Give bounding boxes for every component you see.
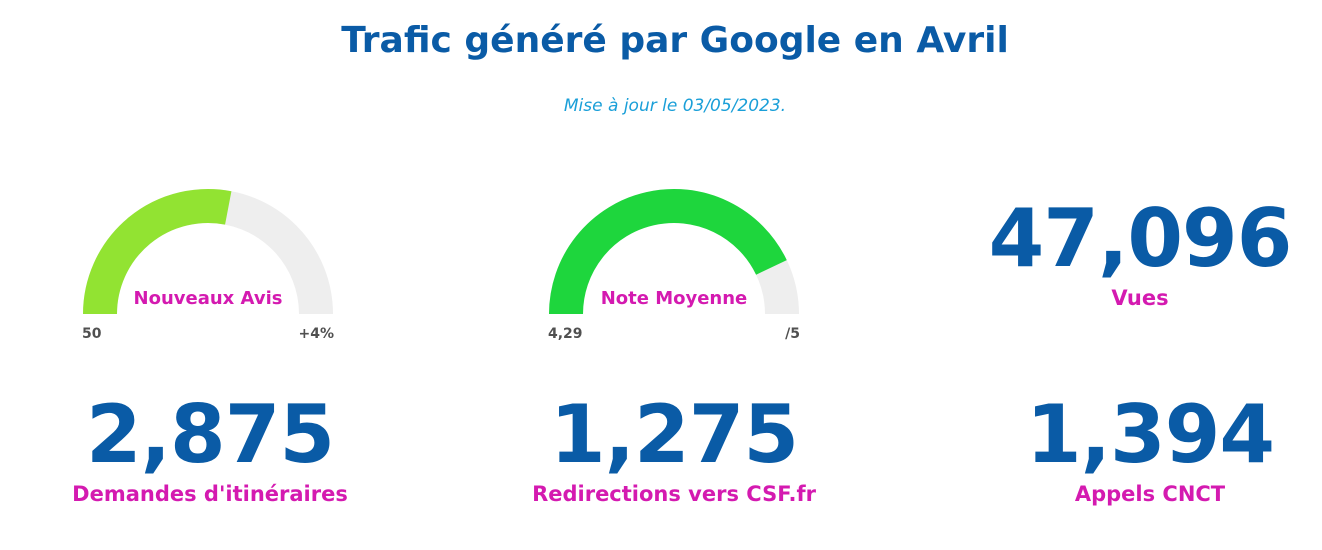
stat-demandes-itineraires: 2,875 Demandes d'itinéraires	[0, 388, 420, 507]
stat-value: 1,275	[549, 388, 799, 481]
gauge-max-label: /5	[785, 326, 800, 342]
gauge-min-label: 4,29	[548, 326, 583, 342]
stat-appels-cnct: 1,394 Appels CNCT	[940, 388, 1322, 507]
stat-label: Redirections vers CSF.fr	[532, 482, 816, 506]
stat-label: Appels CNCT	[1074, 482, 1226, 506]
stat-redirections: 1,275 Redirections vers CSF.fr	[464, 388, 884, 507]
gauge-max-label: +4%	[298, 326, 335, 342]
stat-value: 2,875	[85, 388, 335, 481]
gauge-arc	[83, 189, 333, 315]
stat-value: 1,394	[1025, 388, 1275, 481]
gauge-note-moyenne: Note Moyenne 4,29 /5	[548, 188, 800, 348]
stat-label: Demandes d'itinéraires	[72, 482, 348, 506]
stat-value: 47,096	[988, 192, 1293, 285]
stat-label: Vues	[1111, 286, 1169, 310]
gauge-nouveaux-avis: Nouveaux Avis 50 +4%	[82, 188, 334, 348]
gauge-fill	[83, 189, 232, 315]
gauge-fill	[549, 189, 787, 315]
gauge-label: Note Moyenne	[600, 288, 748, 309]
gauge-label: Nouveaux Avis	[133, 288, 283, 309]
gauge-arc	[549, 189, 799, 315]
gauge-min-label: 50	[82, 326, 102, 342]
update-date: Mise à jour le 03/05/2023.	[563, 96, 787, 116]
stat-vues: 47,096 Vues	[930, 192, 1322, 311]
page-title: Trafic généré par Google en Avril	[341, 20, 1009, 61]
